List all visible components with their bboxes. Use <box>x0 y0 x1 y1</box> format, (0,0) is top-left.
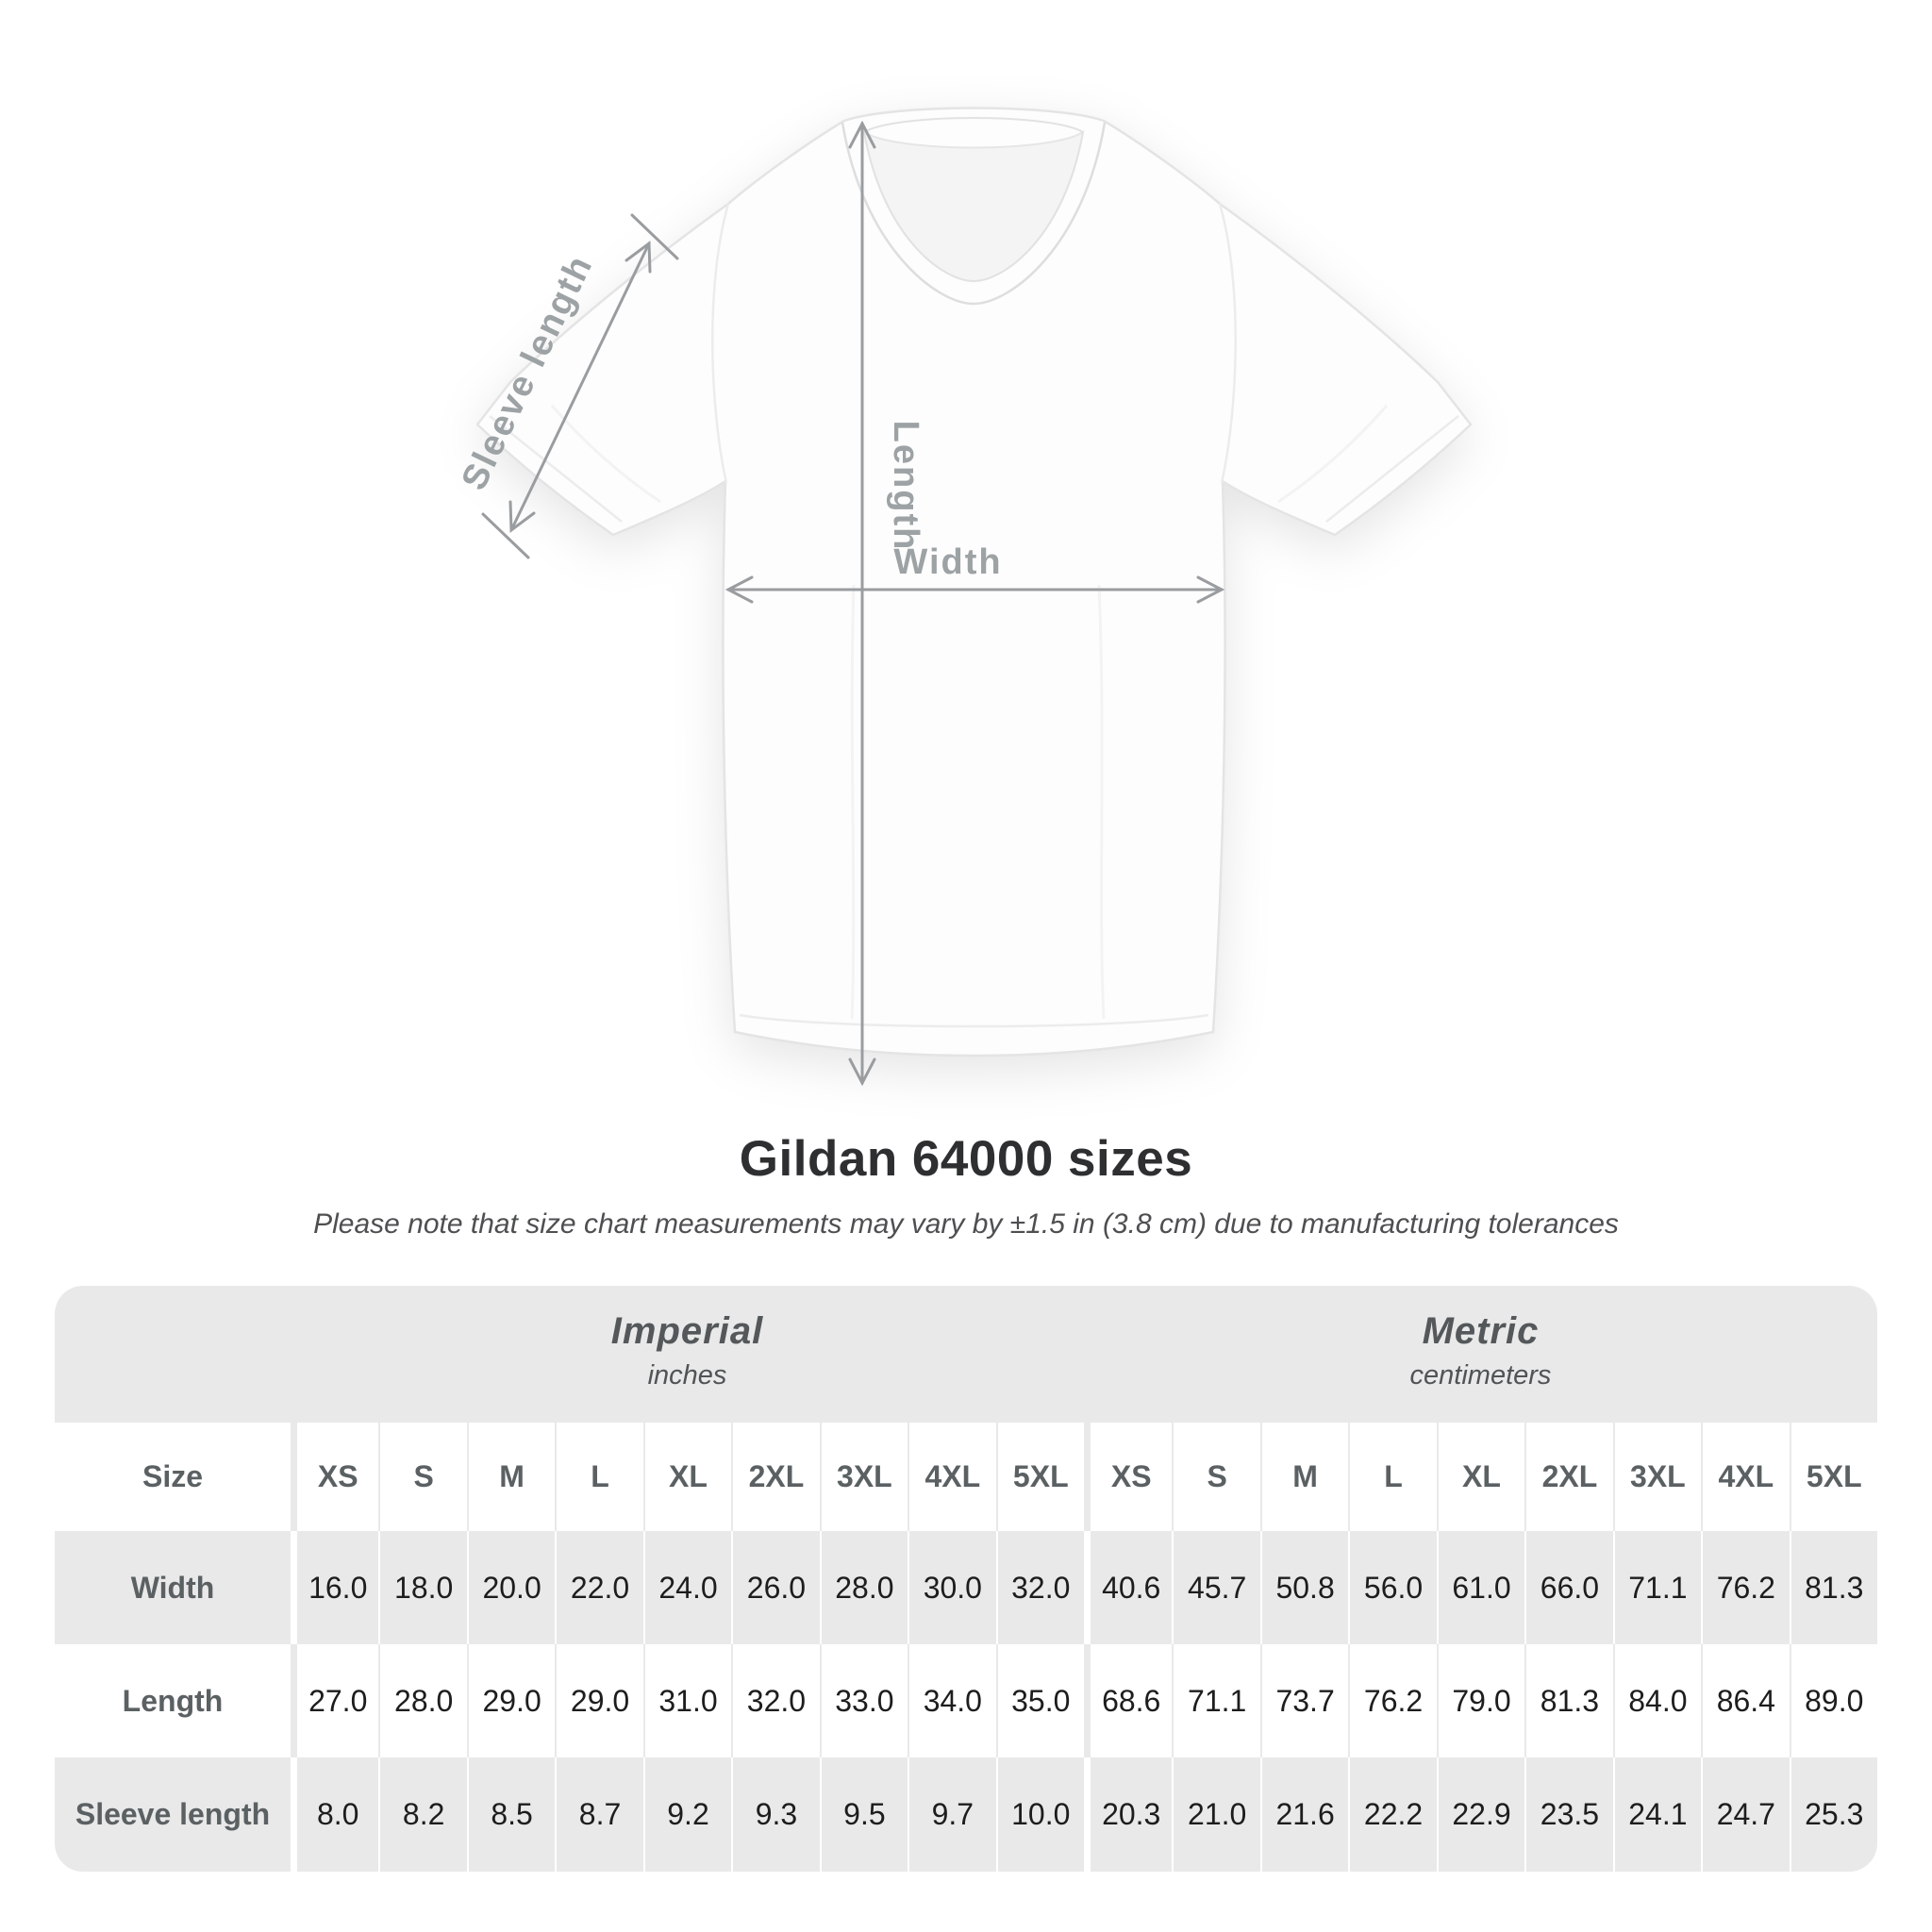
unit-header-row: Imperial inches Metric centimeters <box>55 1286 1877 1423</box>
size-header-imperial-3xl: 3XL <box>819 1423 908 1531</box>
value-width-imperial-3xl: 28.0 <box>819 1531 908 1644</box>
value-sleeve-length-metric-xl: 22.9 <box>1436 1757 1524 1872</box>
value-length-imperial-2xl: 32.0 <box>731 1644 819 1757</box>
value-width-metric-s: 45.7 <box>1172 1531 1259 1644</box>
value-sleeve-length-metric-5xl: 25.3 <box>1789 1757 1877 1872</box>
value-length-imperial-4xl: 34.0 <box>908 1644 995 1757</box>
size-header-imperial-4xl: 4XL <box>908 1423 995 1531</box>
value-length-metric-s: 71.1 <box>1172 1644 1259 1757</box>
value-width-imperial-xs: 16.0 <box>291 1531 378 1644</box>
size-header-metric-xs: XS <box>1083 1423 1172 1531</box>
length-label: Length <box>886 421 925 552</box>
value-length-imperial-l: 29.0 <box>555 1644 642 1757</box>
value-width-imperial-m: 20.0 <box>466 1531 555 1644</box>
value-length-imperial-5xl: 35.0 <box>995 1644 1084 1757</box>
imperial-group-title: Imperial <box>610 1310 764 1352</box>
value-width-metric-xs: 40.6 <box>1083 1531 1172 1644</box>
value-sleeve-length-metric-4xl: 24.7 <box>1701 1757 1789 1872</box>
value-sleeve-length-imperial-s: 8.2 <box>378 1757 466 1872</box>
value-width-metric-3xl: 71.1 <box>1612 1531 1701 1644</box>
value-length-metric-5xl: 89.0 <box>1789 1644 1877 1757</box>
value-length-imperial-3xl: 33.0 <box>819 1644 908 1757</box>
width-label: Width <box>893 542 1002 582</box>
size-header-imperial-xs: XS <box>291 1423 378 1531</box>
imperial-group-unit: inches <box>647 1360 727 1391</box>
row-label-width: Width <box>130 1570 215 1605</box>
value-length-metric-2xl: 81.3 <box>1524 1644 1612 1757</box>
value-length-metric-xs: 68.6 <box>1083 1644 1172 1757</box>
size-header-row: Size XS S M L XL 2XL 3XL 4XL 5XL XS S M L XL 2XL 3XL 4XL… <box>55 1423 1877 1531</box>
value-width-metric-l: 56.0 <box>1348 1531 1436 1644</box>
size-table: Imperial inches Metric centimeters Size … <box>55 1286 1877 1872</box>
heading-block: Gildan 64000 sizes Please note that size… <box>0 1130 1932 1241</box>
size-header-imperial-m: M <box>466 1423 555 1531</box>
value-width-metric-2xl: 66.0 <box>1524 1531 1612 1644</box>
size-header-metric-l: L <box>1348 1423 1436 1531</box>
row-label-sleeve-length: Sleeve length <box>75 1797 271 1831</box>
value-length-imperial-xl: 31.0 <box>642 1644 731 1757</box>
value-sleeve-length-metric-s: 21.0 <box>1172 1757 1259 1872</box>
size-header-imperial-l: L <box>555 1423 642 1531</box>
value-width-metric-m: 50.8 <box>1259 1531 1348 1644</box>
value-width-imperial-4xl: 30.0 <box>908 1531 995 1644</box>
page-title: Gildan 64000 sizes <box>739 1131 1193 1187</box>
value-sleeve-length-imperial-3xl: 9.5 <box>819 1757 908 1872</box>
value-sleeve-length-metric-xs: 20.3 <box>1083 1757 1172 1872</box>
table-row-width: Width 16.0 18.0 20.0 22.0 24.0 26.0 28.0 30.0 32… <box>55 1531 1877 1644</box>
length-dimension-arrow <box>848 120 876 1087</box>
size-header-metric-m: M <box>1259 1423 1348 1531</box>
value-sleeve-length-metric-2xl: 23.5 <box>1524 1757 1612 1872</box>
value-length-metric-4xl: 86.4 <box>1701 1644 1789 1757</box>
metric-group-unit: centimeters <box>1409 1360 1552 1391</box>
metric-group-title: Metric <box>1422 1310 1540 1352</box>
value-width-imperial-2xl: 26.0 <box>731 1531 819 1644</box>
metric-group-header: Metric centimeters <box>1084 1286 1877 1423</box>
size-header-metric-5xl: 5XL <box>1789 1423 1877 1531</box>
value-width-metric-5xl: 81.3 <box>1789 1531 1877 1644</box>
value-sleeve-length-metric-m: 21.6 <box>1259 1757 1348 1872</box>
size-header-metric-3xl: 3XL <box>1612 1423 1701 1531</box>
value-length-metric-3xl: 84.0 <box>1612 1644 1701 1757</box>
size-header-imperial-xl: XL <box>642 1423 731 1531</box>
size-header-metric-4xl: 4XL <box>1701 1423 1789 1531</box>
value-sleeve-length-metric-l: 22.2 <box>1348 1757 1436 1872</box>
tolerance-note: Please note that size chart measurements… <box>313 1208 1619 1240</box>
value-length-metric-l: 76.2 <box>1348 1644 1436 1757</box>
size-header-metric-2xl: 2XL <box>1524 1423 1612 1531</box>
value-sleeve-length-imperial-4xl: 9.7 <box>908 1757 995 1872</box>
size-header-metric-s: S <box>1172 1423 1259 1531</box>
size-header-imperial-s: S <box>378 1423 466 1531</box>
table-row-sleeve-length: Sleeve length 8.0 8.2 8.5 8.7 9.2 9.3 9.5 9.7 10… <box>55 1757 1877 1872</box>
value-width-imperial-5xl: 32.0 <box>995 1531 1084 1644</box>
value-length-metric-m: 73.7 <box>1259 1644 1348 1757</box>
width-dimension-arrow <box>724 575 1225 604</box>
value-sleeve-length-imperial-l: 8.7 <box>555 1757 642 1872</box>
value-width-metric-xl: 61.0 <box>1436 1531 1524 1644</box>
value-width-metric-4xl: 76.2 <box>1701 1531 1789 1644</box>
table-row-length: Length 27.0 28.0 29.0 29.0 31.0 32.0 33.0 34.0 3… <box>55 1644 1877 1757</box>
value-length-imperial-m: 29.0 <box>466 1644 555 1757</box>
value-sleeve-length-metric-3xl: 24.1 <box>1612 1757 1701 1872</box>
imperial-group-header: Imperial inches <box>291 1286 1084 1423</box>
value-sleeve-length-imperial-xs: 8.0 <box>291 1757 378 1872</box>
value-width-imperial-s: 18.0 <box>378 1531 466 1644</box>
value-sleeve-length-imperial-5xl: 10.0 <box>995 1757 1084 1872</box>
value-length-imperial-s: 28.0 <box>378 1644 466 1757</box>
value-sleeve-length-imperial-2xl: 9.3 <box>731 1757 819 1872</box>
sleeve-length-dimension-arrow <box>481 213 679 559</box>
value-sleeve-length-imperial-m: 8.5 <box>466 1757 555 1872</box>
tshirt-diagram: Length Width Sleeve length <box>455 107 1473 1087</box>
value-sleeve-length-imperial-xl: 9.2 <box>642 1757 731 1872</box>
tshirt-image <box>475 107 1473 1058</box>
size-header-metric-xl: XL <box>1436 1423 1524 1531</box>
size-header-imperial-2xl: 2XL <box>731 1423 819 1531</box>
size-header-imperial-5xl: 5XL <box>995 1423 1084 1531</box>
value-width-imperial-xl: 24.0 <box>642 1531 731 1644</box>
value-length-imperial-xs: 27.0 <box>291 1644 378 1757</box>
size-column-header: Size <box>142 1459 204 1493</box>
row-label-length: Length <box>122 1683 224 1718</box>
value-width-imperial-l: 22.0 <box>555 1531 642 1644</box>
value-length-metric-xl: 79.0 <box>1436 1644 1524 1757</box>
